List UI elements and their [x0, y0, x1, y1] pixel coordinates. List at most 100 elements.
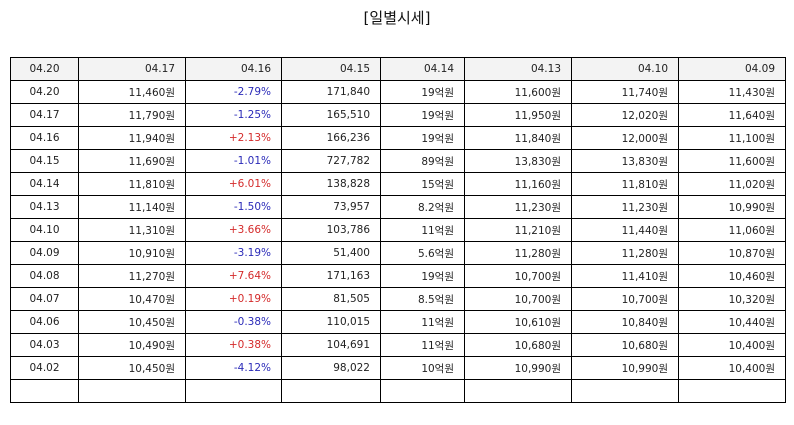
table-cell: 165,510	[281, 103, 381, 127]
table-cell: 19억원	[380, 126, 465, 150]
table-cell: 10,700원	[464, 287, 572, 311]
table-cell: 12,020원	[571, 103, 679, 127]
table-cell: -0.38%	[185, 310, 282, 334]
daily-price-table: 04.20 04.17 04.16 04.15 04.14 04.13 04.10 04.09…	[10, 57, 786, 403]
table-cell: 11,410원	[571, 264, 679, 288]
table-cell: 11,460원	[78, 80, 186, 104]
table-cell: 11,060원	[678, 218, 786, 242]
table-cell: 110,015	[281, 310, 381, 334]
table-cell: 11억원	[380, 333, 465, 357]
table-cell	[78, 379, 186, 403]
table-cell: 11억원	[380, 218, 465, 242]
table-cell: 19억원	[380, 264, 465, 288]
date-cell: 04.08	[10, 264, 79, 288]
table-cell: +3.66%	[185, 218, 282, 242]
table-cell: 11,210원	[464, 218, 572, 242]
table-row	[10, 379, 786, 403]
table-cell: 11,600원	[464, 80, 572, 104]
table-row: 04.02 10,450원 -4.12% 98,022 10억원 10,990원 10,99…	[10, 356, 786, 380]
table-cell: 11,640원	[678, 103, 786, 127]
table-cell: 10,610원	[464, 310, 572, 334]
table-header-row: 04.20 04.17 04.16 04.15 04.14 04.13 04.10 04.09	[10, 57, 786, 81]
table-cell: 10,870원	[678, 241, 786, 265]
header-cell: 04.16	[185, 57, 282, 81]
table-cell: +6.01%	[185, 172, 282, 196]
table-cell: 10,470원	[78, 287, 186, 311]
table-row: 04.10 11,310원 +3.66% 103,786 11억원 11,210원 11,4…	[10, 218, 786, 242]
table-cell: 171,840	[281, 80, 381, 104]
table-cell: 81,505	[281, 287, 381, 311]
table-cell: 11억원	[380, 310, 465, 334]
table-cell: 11,280원	[571, 241, 679, 265]
table-cell: 10,490원	[78, 333, 186, 357]
header-cell: 04.10	[571, 57, 679, 81]
table-cell: 11,160원	[464, 172, 572, 196]
table-cell: 11,100원	[678, 126, 786, 150]
table-row: 04.03 10,490원 +0.38% 104,691 11억원 10,680원 10,6…	[10, 333, 786, 357]
table-cell: 19억원	[380, 103, 465, 127]
table-cell: +7.64%	[185, 264, 282, 288]
header-cell: 04.14	[380, 57, 465, 81]
date-cell: 04.16	[10, 126, 79, 150]
table-cell: 8.5억원	[380, 287, 465, 311]
table-cell: 13,830원	[464, 149, 572, 173]
table-row: 04.08 11,270원 +7.64% 171,163 19억원 10,700원 11,4…	[10, 264, 786, 288]
table-cell: 10,680원	[571, 333, 679, 357]
date-cell: 04.07	[10, 287, 79, 311]
table-cell	[571, 379, 679, 403]
table-cell: 19억원	[380, 80, 465, 104]
table-row: 04.20 11,460원 -2.79% 171,840 19억원 11,600원 11,7…	[10, 80, 786, 104]
table-cell: -1.01%	[185, 149, 282, 173]
table-cell	[281, 379, 381, 403]
table-cell: 11,950원	[464, 103, 572, 127]
table-cell: 11,230원	[571, 195, 679, 219]
table-row: 04.09 10,910원 -3.19% 51,400 5.6억원 11,280원 11,2…	[10, 241, 786, 265]
date-cell	[10, 379, 79, 403]
table-cell: -3.19%	[185, 241, 282, 265]
date-cell: 04.13	[10, 195, 79, 219]
table-cell: 11,020원	[678, 172, 786, 196]
table-row: 04.16 11,940원 +2.13% 166,236 19억원 11,840원 12,0…	[10, 126, 786, 150]
table-cell: 11,280원	[464, 241, 572, 265]
table-cell	[185, 379, 282, 403]
table-cell: 10억원	[380, 356, 465, 380]
table-cell: 11,810원	[571, 172, 679, 196]
table-cell: -2.79%	[185, 80, 282, 104]
table-cell: 104,691	[281, 333, 381, 357]
table-cell: 10,680원	[464, 333, 572, 357]
table-cell: 10,700원	[464, 264, 572, 288]
date-cell: 04.06	[10, 310, 79, 334]
date-cell: 04.03	[10, 333, 79, 357]
table-cell	[678, 379, 786, 403]
table-cell: 10,910원	[78, 241, 186, 265]
page-title: [일별시세]	[363, 9, 431, 27]
table-row: 04.15 11,690원 -1.01% 727,782 89억원 13,830원 13,8…	[10, 149, 786, 173]
table-cell: 10,450원	[78, 310, 186, 334]
table-cell: 11,430원	[678, 80, 786, 104]
table-cell: 138,828	[281, 172, 381, 196]
table-cell: 13,830원	[571, 149, 679, 173]
date-cell: 04.14	[10, 172, 79, 196]
table-cell: 5.6억원	[380, 241, 465, 265]
date-cell: 04.02	[10, 356, 79, 380]
table-cell: 103,786	[281, 218, 381, 242]
table-cell: 171,163	[281, 264, 381, 288]
table-cell: 11,310원	[78, 218, 186, 242]
table-cell: 10,320원	[678, 287, 786, 311]
table-cell: 8.2억원	[380, 195, 465, 219]
table-cell: 10,400원	[678, 356, 786, 380]
header-cell: 04.13	[464, 57, 572, 81]
table-cell: -4.12%	[185, 356, 282, 380]
header-cell: 04.20	[10, 57, 79, 81]
table-cell: 11,440원	[571, 218, 679, 242]
table-cell: 15억원	[380, 172, 465, 196]
table-cell: 10,440원	[678, 310, 786, 334]
table-cell: 11,230원	[464, 195, 572, 219]
table-cell: 89억원	[380, 149, 465, 173]
table-cell: 11,690원	[78, 149, 186, 173]
table-cell	[380, 379, 465, 403]
table-cell: 727,782	[281, 149, 381, 173]
table-cell	[464, 379, 572, 403]
table-cell: 11,790원	[78, 103, 186, 127]
table-cell: 10,450원	[78, 356, 186, 380]
